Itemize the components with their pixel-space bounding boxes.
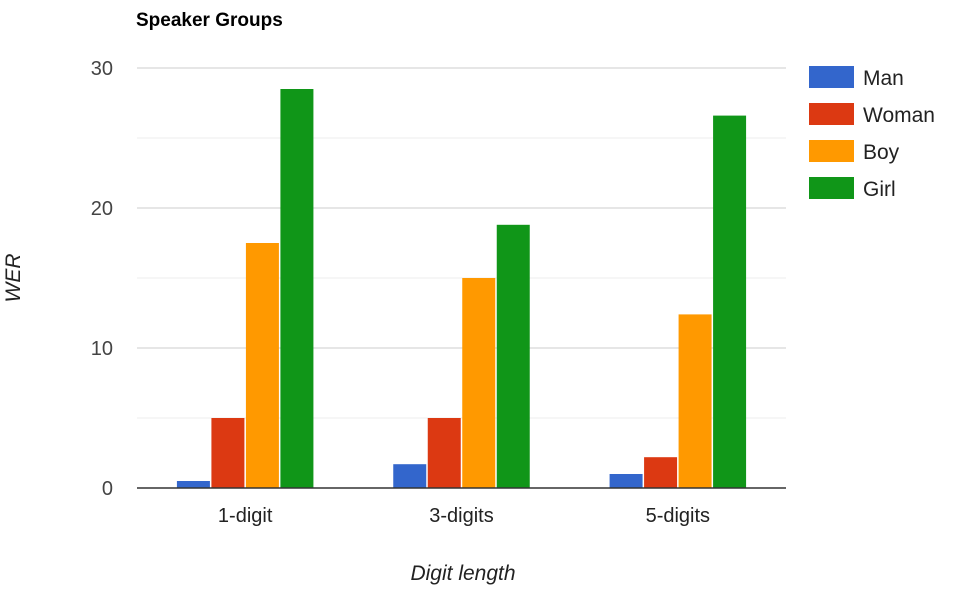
bar-woman-3-digits: [427, 418, 461, 488]
bar-man-5-digits: [609, 474, 643, 488]
bar-girl-5-digits: [713, 115, 747, 488]
y-tick-labels: 0 10 20 30: [91, 58, 113, 500]
y-tick-label: 20: [91, 198, 113, 220]
bar-boy-1-digit: [245, 243, 279, 488]
gridlines: [137, 67, 786, 419]
y-tick-label: 0: [102, 478, 113, 500]
legend-label-girl: Girl: [863, 178, 896, 201]
legend-label-woman: Woman: [863, 104, 935, 127]
bar-woman-5-digits: [644, 457, 678, 488]
legend-swatch-man: [809, 66, 854, 88]
bar-woman-1-digit: [211, 418, 245, 488]
legend-swatch-boy: [809, 140, 854, 162]
x-tick-label: 5-digits: [646, 505, 710, 527]
legend: Man Woman Boy Girl: [809, 66, 935, 201]
legend-swatch-woman: [809, 103, 854, 125]
bar-girl-3-digits: [496, 224, 530, 489]
x-axis-label: Digit length: [410, 562, 515, 585]
bar-boy-3-digits: [462, 278, 496, 488]
bar-man-1-digit: [176, 481, 210, 488]
legend-swatch-girl: [809, 177, 854, 199]
x-tick-label: 1-digit: [218, 505, 273, 527]
chart-title: Speaker Groups: [136, 10, 283, 31]
y-tick-label: 10: [91, 338, 113, 360]
bar-girl-1-digit: [280, 89, 314, 488]
bars: [176, 89, 747, 489]
y-tick-label: 30: [91, 58, 113, 80]
x-tick-label: 3-digits: [429, 505, 493, 527]
x-tick-labels: 1-digit 3-digits 5-digits: [218, 505, 710, 527]
bar-boy-5-digits: [678, 314, 712, 488]
legend-label-boy: Boy: [863, 141, 900, 164]
legend-label-man: Man: [863, 67, 904, 90]
y-axis-label: WER: [2, 254, 25, 303]
bar-man-3-digits: [393, 464, 427, 488]
